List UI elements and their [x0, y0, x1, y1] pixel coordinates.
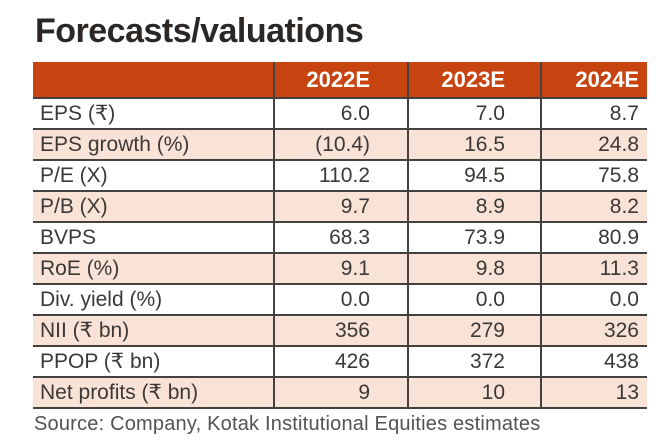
table-header-row: 2022E 2023E 2024E	[33, 62, 647, 97]
table-row: P/B (X) 9.7 8.9 8.2	[33, 190, 647, 221]
value-cell: 6.0	[273, 99, 407, 128]
value-cell: 326	[540, 316, 647, 345]
row-label: P/B (X)	[40, 195, 108, 218]
table-row: P/E (X) 110.2 94.5 75.8	[33, 159, 647, 190]
value-cell: 0.0	[407, 285, 540, 314]
value-cell: 13	[540, 378, 647, 407]
value-cell: 426	[273, 347, 407, 376]
table-row: EPS growth (%) (10.4) 16.5 24.8	[33, 128, 647, 159]
value-cell: 8.7	[540, 99, 647, 128]
table-row: Net profits (₹ bn) 9 10 13	[33, 376, 647, 407]
table-row: PPOP (₹ bn) 426 372 438	[33, 345, 647, 376]
row-label: RoE (%)	[40, 257, 120, 280]
value-cell: 10	[407, 378, 540, 407]
col-header-metric	[33, 62, 273, 97]
row-label: Div. yield (%)	[40, 288, 163, 311]
value-cell: 94.5	[407, 161, 540, 190]
value-cell: 8.2	[540, 192, 647, 221]
table-row: BVPS 68.3 73.9 80.9	[33, 221, 647, 252]
row-label: Net profits (₹ bn)	[40, 381, 199, 404]
row-label: EPS (₹)	[40, 102, 116, 125]
col-header-2022e: 2022E	[273, 62, 407, 97]
table-row: EPS (₹) 6.0 7.0 8.7	[33, 97, 647, 128]
value-cell: 0.0	[273, 285, 407, 314]
value-cell: 9	[273, 378, 407, 407]
source-note: Source: Company, Kotak Institutional Equ…	[34, 413, 541, 435]
col-header-2023e: 2023E	[407, 62, 540, 97]
page-title: Forecasts/valuations	[35, 12, 364, 50]
value-cell: 9.8	[407, 254, 540, 283]
col-header-2024e: 2024E	[540, 62, 647, 97]
value-cell: 73.9	[407, 223, 540, 252]
forecasts-valuations-table: 2022E 2023E 2024E EPS (₹) 6.0 7.0 8.7 EP…	[33, 62, 647, 409]
table-row: Div. yield (%) 0.0 0.0 0.0	[33, 283, 647, 314]
value-cell: 356	[273, 316, 407, 345]
value-cell: 9.7	[273, 192, 407, 221]
row-label: PPOP (₹ bn)	[40, 350, 161, 373]
value-cell: 75.8	[540, 161, 647, 190]
value-cell: 372	[407, 347, 540, 376]
value-cell: 279	[407, 316, 540, 345]
value-cell: 68.3	[273, 223, 407, 252]
value-cell: 11.3	[540, 254, 647, 283]
value-cell: 0.0	[540, 285, 647, 314]
value-cell: 110.2	[273, 161, 407, 190]
row-label: BVPS	[40, 226, 97, 249]
value-cell: (10.4)	[273, 130, 407, 159]
table-row: RoE (%) 9.1 9.8 11.3	[33, 252, 647, 283]
value-cell: 7.0	[407, 99, 540, 128]
row-label: P/E (X)	[40, 164, 108, 187]
value-cell: 438	[540, 347, 647, 376]
row-label: EPS growth (%)	[40, 133, 190, 156]
value-cell: 24.8	[540, 130, 647, 159]
table-row: NII (₹ bn) 356 279 326	[33, 314, 647, 345]
value-cell: 8.9	[407, 192, 540, 221]
value-cell: 80.9	[540, 223, 647, 252]
value-cell: 9.1	[273, 254, 407, 283]
value-cell: 16.5	[407, 130, 540, 159]
row-label: NII (₹ bn)	[40, 319, 130, 342]
